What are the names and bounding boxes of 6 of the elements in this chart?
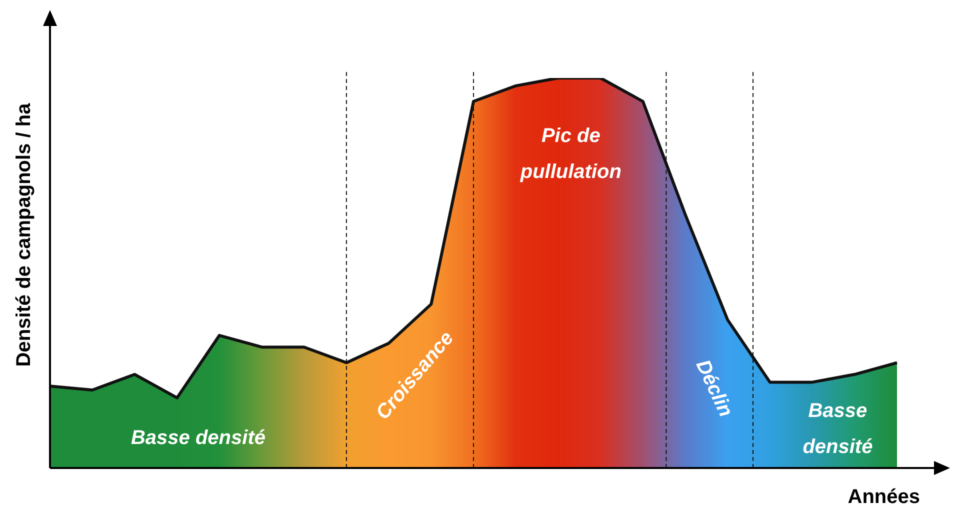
annotation: Déclin — [691, 356, 737, 420]
annotation: Basse densité — [130, 427, 266, 449]
annotation: Basse densité — [802, 400, 873, 458]
x-axis-title: Années — [848, 486, 920, 508]
annotation: Pic de pullulation — [519, 125, 622, 183]
y-axis-title: Densité de campagnols / ha — [13, 102, 35, 367]
